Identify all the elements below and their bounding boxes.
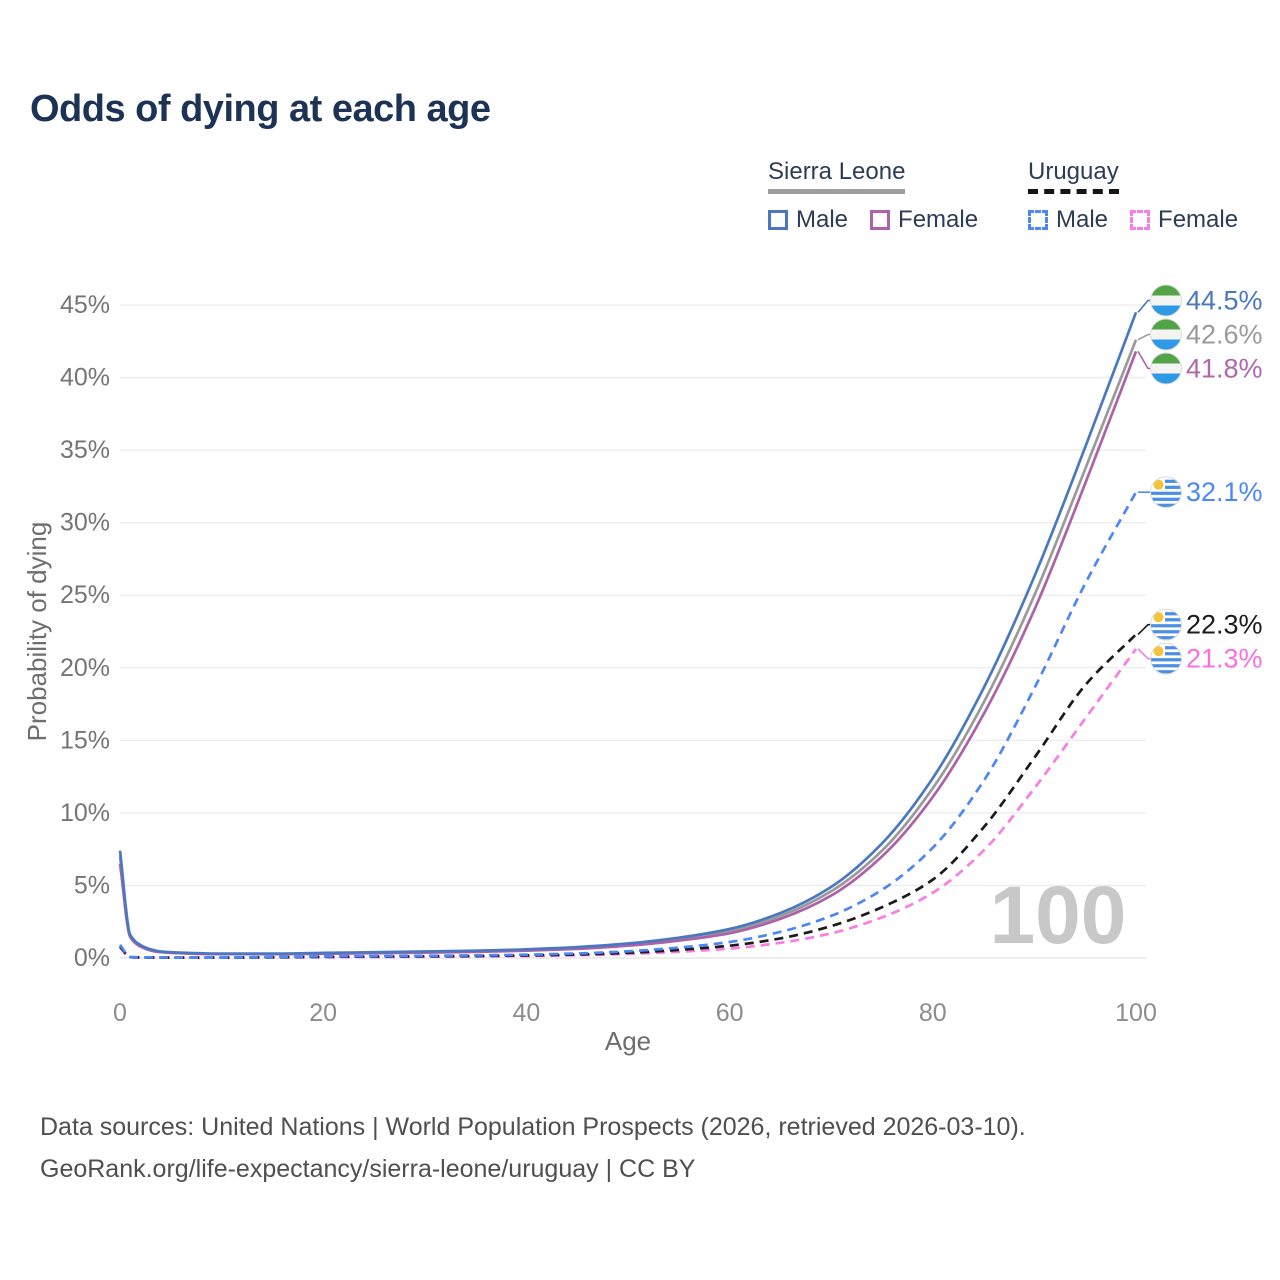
page-title: Odds of dying at each age	[30, 88, 491, 130]
legend-item-label: Male	[1056, 206, 1109, 233]
y-tick-label: 20%	[60, 654, 110, 682]
x-tick-label: 80	[919, 999, 947, 1027]
y-tick-label: 35%	[60, 436, 110, 464]
y-tick-label: 30%	[60, 509, 110, 537]
x-tick-label: 60	[716, 999, 744, 1027]
legend-item-sierra-leone-male[interactable]: Male	[768, 206, 848, 234]
legend-item-label: Female	[1158, 206, 1239, 233]
flag-icon-uruguay	[1150, 608, 1182, 641]
series-line-uy-male	[118, 491, 1138, 959]
footer-data-sources-line: Data sources: United Nations | World Pop…	[40, 1113, 1026, 1141]
legend-group-uruguay: Uruguay Male Female	[1028, 158, 1238, 234]
legend-items-sierra-leone: Male Female	[768, 206, 978, 234]
line-style-swatch	[768, 210, 788, 230]
line-style-swatch	[870, 210, 891, 230]
flag-icon-sierra-leone	[1150, 352, 1182, 385]
flag-icon-sierra-leone	[1150, 284, 1182, 317]
flag-icon-sierra-leone	[1150, 318, 1182, 351]
end-label-connector-sl-female	[1137, 350, 1150, 370]
legend-item-sierra-leone-female[interactable]: Female	[870, 206, 978, 234]
y-tick-label: 15%	[60, 726, 110, 754]
end-label-uy-female: 21.3%	[1186, 644, 1263, 674]
x-tick-label: 0	[113, 999, 127, 1027]
series-line-uy-female	[119, 648, 1138, 960]
x-tick-label: 40	[512, 999, 540, 1027]
y-tick-label: 40%	[60, 364, 110, 392]
flag-icon-uruguay	[1150, 476, 1182, 509]
end-label-uy-male: 32.1%	[1186, 477, 1263, 507]
end-label-connector-uy-female	[1137, 648, 1150, 660]
y-tick-label: 5%	[74, 871, 110, 899]
end-label-sl-female: 41.8%	[1186, 354, 1263, 384]
legend-item-label: Male	[796, 206, 849, 233]
y-tick-label: 45%	[60, 291, 110, 319]
legend-items-uruguay: Male Female	[1028, 206, 1238, 234]
series-line-uy-both	[118, 633, 1137, 959]
x-axis-title: Age	[605, 1026, 651, 1056]
y-tick-label: 0%	[74, 944, 110, 972]
x-tick-label: 20	[309, 999, 337, 1027]
y-tick-label: 25%	[60, 581, 110, 609]
end-label-connector-sl-male	[1137, 299, 1150, 313]
y-tick-label: 10%	[60, 799, 110, 827]
legend-item-uruguay-male[interactable]: Male	[1028, 206, 1108, 234]
end-label-sl-both: 42.6%	[1186, 320, 1263, 350]
age-watermark: 100	[990, 870, 1127, 961]
legend-item-label: Female	[898, 206, 979, 233]
flag-icon-uruguay	[1150, 642, 1182, 675]
footer-url-line: GeoRank.org/life-expectancy/sierra-leone…	[40, 1155, 696, 1183]
end-label-connector-sl-both	[1137, 333, 1150, 341]
x-tick-label: 100	[1115, 999, 1157, 1027]
series-line-sl-male	[118, 311, 1138, 955]
series-line-sl-female	[118, 350, 1138, 956]
legend-header-sierra-leone[interactable]: Sierra Leone	[768, 158, 906, 194]
end-label-uy-both: 22.3%	[1186, 610, 1263, 640]
legend-header-uruguay[interactable]: Uruguay	[1028, 158, 1119, 194]
series-line-sl-both	[118, 339, 1138, 956]
line-style-swatch	[1028, 210, 1048, 230]
legend-group-sierra-leone: Sierra Leone Male Female	[768, 158, 978, 234]
footer-attribution: Data sources: United Nations | World Pop…	[40, 1106, 1026, 1190]
line-style-swatch	[1130, 210, 1151, 230]
end-label-sl-male: 44.5%	[1186, 286, 1263, 316]
legend-item-uruguay-female[interactable]: Female	[1130, 206, 1238, 234]
y-axis-title: Probability of dying	[22, 522, 52, 742]
end-label-connector-uy-both	[1137, 623, 1150, 635]
